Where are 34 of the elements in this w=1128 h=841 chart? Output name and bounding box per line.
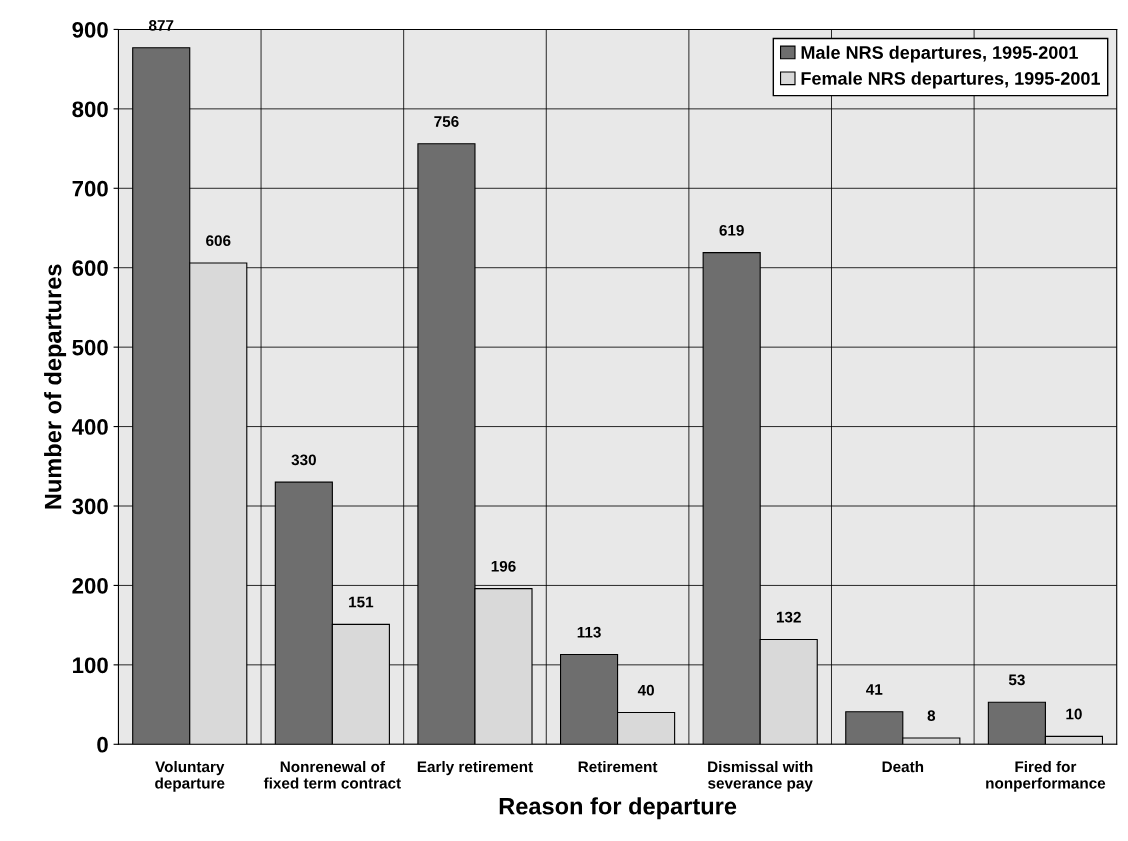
x-axis-title: Reason for departure <box>499 797 737 820</box>
legend-label: Male NRS departures, 1995-2001 <box>801 45 1078 63</box>
data-label: 132 <box>776 611 801 623</box>
data-label: 40 <box>637 684 654 696</box>
data-label: 53 <box>1008 674 1025 686</box>
data-label: 756 <box>434 116 459 127</box>
data-label: 619 <box>719 224 744 236</box>
data-label: 41 <box>866 684 883 695</box>
y-axis-title: Number of departures <box>44 264 67 509</box>
y-tick-label: 900 <box>72 21 108 38</box>
data-label: 8 <box>927 710 936 722</box>
y-tick-label: 600 <box>72 260 108 276</box>
x-tick-label: Dismissal with severance pay <box>708 760 813 792</box>
data-label: 151 <box>349 596 374 608</box>
legend-label: Female NRS departures, 1995-2001 <box>801 71 1100 89</box>
y-tick-label: 300 <box>72 498 108 515</box>
x-tick-label: Nonrenewal of fixed term contract <box>263 760 401 789</box>
data-label: 330 <box>291 454 316 466</box>
y-tick-label: 400 <box>71 419 108 435</box>
data-label: 10 <box>1066 708 1082 720</box>
data-label: 606 <box>206 235 231 247</box>
x-tick-label: Retirement <box>578 760 658 773</box>
x-tick-label: Death <box>882 760 924 773</box>
y-tick-label: 800 <box>72 101 108 118</box>
x-tick-label: Fired for nonperformance <box>986 760 1106 792</box>
data-label: 113 <box>577 626 601 638</box>
x-tick-label: Early retirement <box>417 760 533 776</box>
y-tick-label: 200 <box>72 577 108 594</box>
data-label: 196 <box>491 560 516 572</box>
y-tick-label: 700 <box>72 180 108 197</box>
y-tick-label: 0 <box>97 736 108 753</box>
y-tick-label: 500 <box>72 339 108 356</box>
x-tick-label: Voluntary departure <box>155 760 225 792</box>
y-tick-label: 100 <box>73 657 108 674</box>
